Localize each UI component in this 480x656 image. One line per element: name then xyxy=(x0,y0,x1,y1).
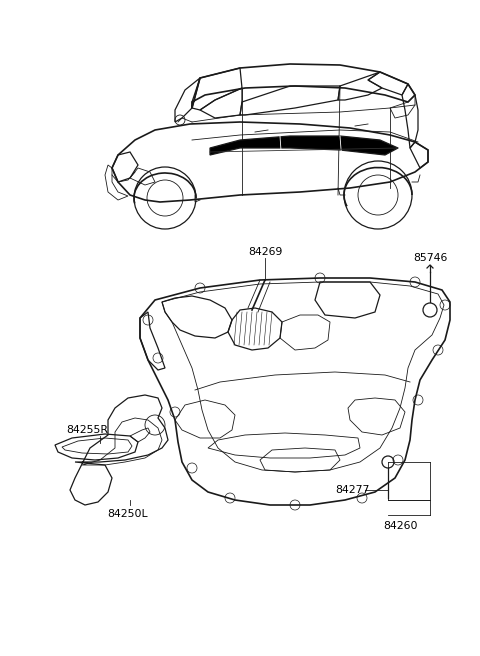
Polygon shape xyxy=(210,136,398,155)
Text: 84260: 84260 xyxy=(383,521,417,531)
Text: 84255R: 84255R xyxy=(66,425,108,435)
Text: 84277: 84277 xyxy=(335,485,369,495)
Text: 85746: 85746 xyxy=(413,253,447,263)
Text: 84250L: 84250L xyxy=(108,509,148,519)
Text: 84269: 84269 xyxy=(248,247,282,257)
Circle shape xyxy=(423,303,437,317)
